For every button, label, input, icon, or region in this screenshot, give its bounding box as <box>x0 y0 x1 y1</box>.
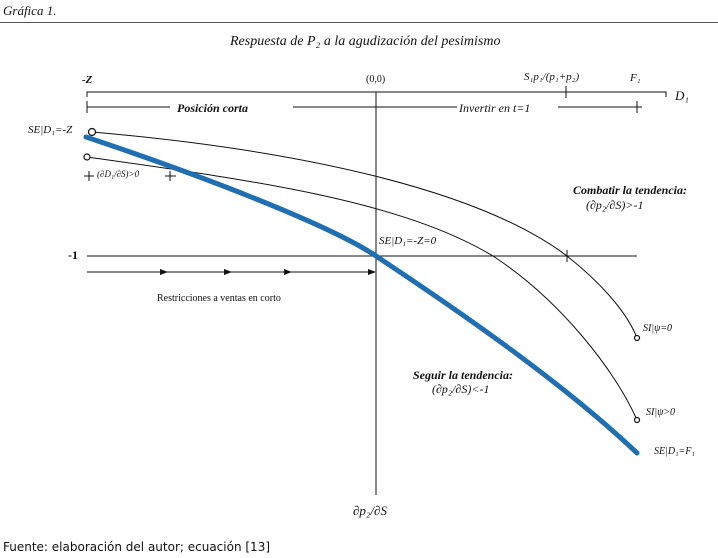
si-psi0-curve <box>91 131 638 339</box>
follow-cond-label: (∂p₂/∂S)<-1 <box>432 382 490 396</box>
invest-label: Invertir en t=1 <box>459 101 531 115</box>
dd-ds-marks <box>84 171 176 181</box>
si-psi0-label: SI|ψ=0 <box>643 323 673 334</box>
arrowheads <box>160 269 376 275</box>
se-f1-label: SE|D₁=F₁ <box>654 446 695 457</box>
arrowhead <box>284 269 292 275</box>
figure-label: Gráfica 1. <box>3 3 57 18</box>
open-point <box>87 127 97 137</box>
follow-trend-label: Seguir la tendencia: <box>413 368 514 382</box>
se-blue-curve <box>83 134 640 456</box>
open-point <box>633 416 641 424</box>
si-psi-pos-curve <box>86 156 638 421</box>
se-neg-z-label: SE|D₁=-Z <box>28 124 73 136</box>
figure-title: Respuesta de P₂ a la agudización del pes… <box>230 34 501 49</box>
source-note: Fuente: elaboración del autor; ecuación … <box>3 540 271 554</box>
s1-tick-label: S₁p₁/(p₁+p₂) <box>524 71 580 83</box>
si-psi-pos-label: SI|ψ>0 <box>646 407 676 418</box>
neg-z-label: -Z <box>82 74 93 86</box>
se-zero-label: SE|D₁=-Z=0 <box>379 235 437 247</box>
d1-axis-label: D₁ <box>675 88 689 103</box>
open-point <box>83 153 91 161</box>
fight-cond-label: (∂p₂/∂S)>-1 <box>586 198 644 212</box>
y-axis-label: ∂p₂/∂S <box>353 503 387 518</box>
short-restrictions-label: Restricciones a ventas en corto <box>157 293 281 304</box>
f1-tick-label: F₁ <box>630 72 641 84</box>
arrowhead <box>224 269 232 275</box>
header-rule <box>0 22 718 23</box>
dd-ds-label: (∂D₁/∂S)>0 <box>97 169 140 179</box>
short-position-label: Posición corta <box>177 101 248 115</box>
arrowhead <box>160 269 168 275</box>
arrowhead <box>368 269 376 275</box>
origin-label: (0,0) <box>366 74 386 85</box>
open-point <box>633 334 641 342</box>
fight-trend-label: Combatir la tendencia: <box>573 183 687 197</box>
minus-one-label: -1 <box>68 248 78 262</box>
